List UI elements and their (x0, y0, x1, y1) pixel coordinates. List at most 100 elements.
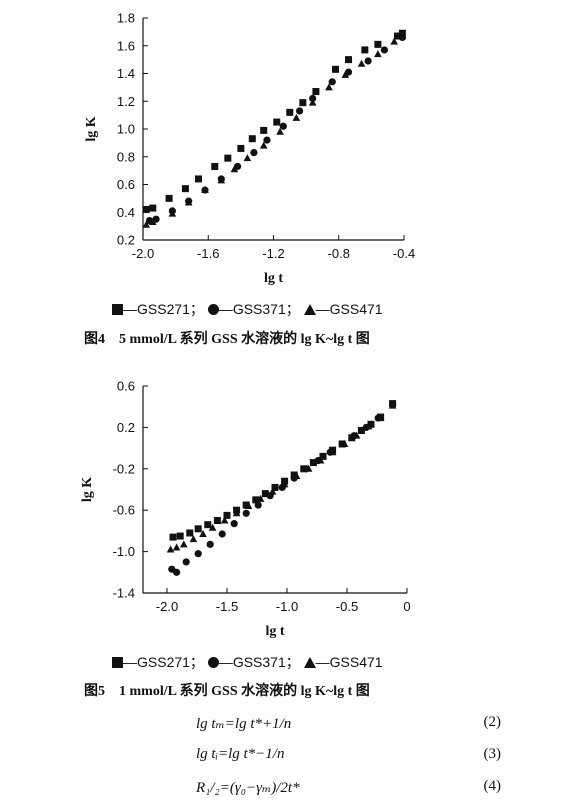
y-tick-label: 1.6 (117, 38, 135, 53)
data-point-gss271 (299, 99, 307, 107)
data-point-gss471 (325, 83, 333, 91)
data-point-gss471 (184, 198, 193, 206)
data-point-gss471 (357, 59, 366, 67)
data-point-gss471 (316, 456, 325, 464)
legend-label-gss271: —GSS271； (123, 301, 204, 317)
y-tick-label: 1.4 (117, 66, 135, 81)
equation-3-number: (3) (483, 746, 502, 762)
data-point-gss271 (357, 427, 365, 435)
data-point-gss371 (279, 122, 287, 130)
legend-triangle-marker (303, 657, 316, 668)
legend-circle-marker (207, 657, 219, 668)
data-point-gss371 (206, 540, 214, 548)
data-point-gss271 (176, 532, 184, 540)
y-tick-label: 0.8 (117, 149, 135, 164)
data-point-gss271 (211, 162, 219, 170)
x-tick-label: -0.8 (328, 246, 350, 261)
data-point-gss271 (248, 135, 256, 143)
x-axis-title: lg t (264, 271, 283, 286)
data-point-gss471 (268, 487, 277, 495)
x-tick-label: -1.5 (216, 599, 238, 614)
x-tick-label: -1.0 (276, 599, 298, 614)
data-point-gss371 (250, 148, 258, 157)
y-tick-label: 1.0 (117, 122, 135, 137)
data-point-gss471 (208, 523, 217, 531)
data-point-gss471 (276, 127, 284, 135)
data-point-gss271 (361, 46, 369, 54)
data-point-gss471 (259, 141, 268, 149)
data-point-gss271 (345, 56, 353, 64)
data-point-gss471 (280, 480, 289, 488)
data-point-gss271 (213, 517, 221, 525)
data-point-gss371 (296, 107, 304, 115)
data-point-gss271 (374, 40, 382, 48)
data-point-gss371 (218, 530, 226, 538)
data-point-gss271 (242, 501, 250, 509)
y-tick-label: 0.6 (117, 379, 135, 394)
data-point-gss271 (273, 118, 281, 126)
data-point-gss371 (173, 568, 181, 576)
data-point-gss471 (199, 530, 207, 538)
data-point-gss371 (309, 94, 317, 103)
legend-square-marker (112, 304, 123, 315)
data-point-gss471 (172, 543, 181, 551)
legend-square-marker (112, 657, 123, 668)
data-point-gss471 (168, 209, 177, 217)
data-point-gss371 (242, 509, 250, 517)
data-point-gss471 (341, 70, 350, 78)
data-point-gss471 (201, 186, 209, 194)
data-point-gss371 (254, 501, 262, 509)
data-point-gss471 (340, 439, 349, 447)
legend-label-gss471: —GSS471 (315, 654, 383, 670)
data-point-gss471 (243, 154, 252, 162)
data-point-gss271 (319, 452, 327, 460)
data-point-gss271 (309, 459, 317, 467)
data-point-gss371 (328, 78, 336, 86)
data-point-gss371 (194, 550, 202, 558)
data-point-gss471 (220, 516, 229, 524)
figure-5-legend: —GSS271； —GSS371； —GSS471 (112, 652, 383, 672)
equation-2-number: (2) (483, 714, 502, 730)
equation-3: lg tᵢ=lg t*−1/n (196, 746, 285, 762)
y-tick-label: -0.6 (113, 503, 135, 518)
data-point-gss471 (374, 50, 382, 58)
legend-label-gss371: —GSS371； (218, 301, 300, 317)
data-point-gss271 (194, 525, 202, 533)
data-point-gss271 (367, 420, 375, 428)
data-point-gss271 (194, 175, 202, 183)
data-point-gss471 (217, 176, 226, 184)
y-tick-label: -1.4 (113, 586, 135, 601)
data-point-gss271 (186, 529, 194, 537)
data-point-gss471 (142, 220, 151, 228)
legend-circle-marker (207, 304, 219, 315)
y-tick-label: 0.4 (117, 205, 135, 220)
y-tick-label: 0.6 (117, 177, 135, 192)
x-tick-label: -1.2 (262, 246, 284, 261)
data-point-gss271 (204, 521, 212, 529)
equation-2: lg tₘ=lg t*+1/n (196, 716, 292, 732)
data-point-gss271 (286, 108, 294, 116)
data-point-gss371 (380, 46, 389, 54)
data-point-gss471 (328, 448, 337, 456)
data-point-gss471 (180, 540, 188, 548)
legend-label-gss271: —GSS271； (123, 654, 204, 670)
data-point-gss271 (142, 205, 150, 213)
legend-label-gss471: —GSS471 (315, 301, 383, 317)
figure-5-caption: 图5 1 mmol/L 系列 GSS 水溶液的 lg K~lg t 图 (84, 684, 370, 699)
x-axis-title: lg t (265, 624, 284, 639)
data-point-gss471 (390, 37, 399, 45)
data-point-gss271 (331, 65, 339, 73)
figure-5-chart: -2.0 -1.5 -1.0 -0.5 0 0.6 0.2 -0.2 -0.6 -1.0 -1.4 l… (80, 379, 411, 640)
x-tick-label: -0.5 (336, 599, 358, 614)
data-point-gss471 (352, 431, 361, 439)
x-tick-label: 0 (403, 599, 410, 614)
data-point-gss271 (224, 154, 232, 162)
data-point-gss471 (189, 535, 198, 543)
data-point-gss271 (260, 126, 268, 134)
figure-4-caption: 图4 5 mmol/L 系列 GSS 水溶液的 lg K~lg t 图 (84, 332, 370, 347)
legend-label-gss371: —GSS371； (218, 654, 300, 670)
data-point-gss471 (230, 165, 239, 173)
data-point-gss271 (261, 490, 269, 498)
x-tick-label: -0.4 (393, 246, 415, 261)
y-tick-label: 1.2 (117, 94, 135, 109)
